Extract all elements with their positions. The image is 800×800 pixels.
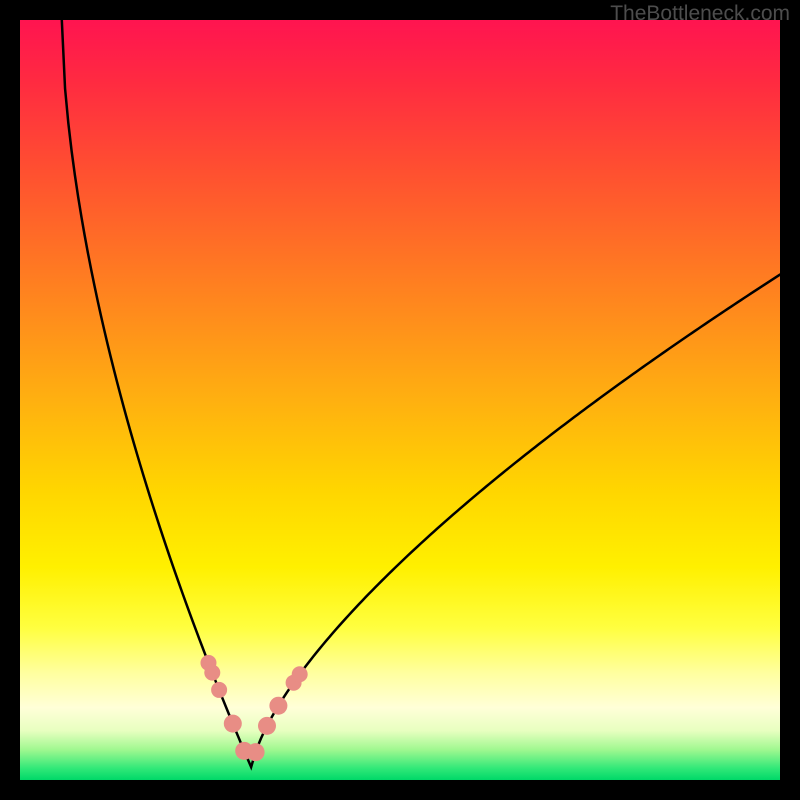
chart-root: TheBottleneck.com	[0, 0, 800, 800]
chart-svg	[0, 0, 800, 800]
curve-marker	[204, 665, 220, 681]
curve-marker	[247, 743, 265, 761]
curve-marker	[224, 715, 242, 733]
watermark-label: TheBottleneck.com	[610, 2, 790, 26]
curve-marker	[269, 697, 287, 715]
curve-marker	[211, 682, 227, 698]
curve-marker	[292, 666, 308, 682]
curve-marker	[258, 717, 276, 735]
